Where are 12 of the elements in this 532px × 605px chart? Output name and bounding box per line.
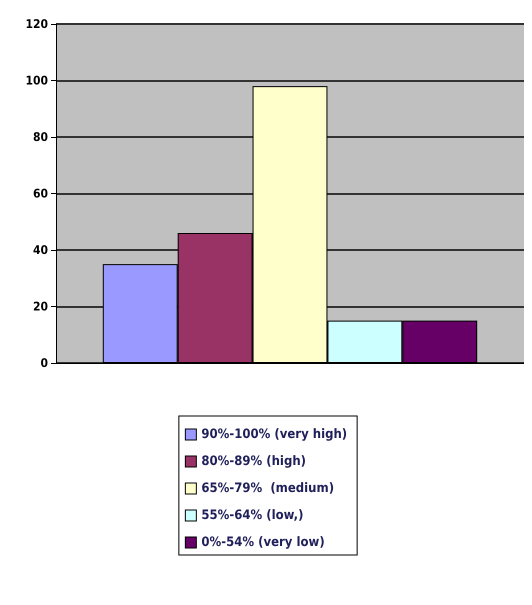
y-tick-label: 0 (40, 356, 48, 370)
legend-label: 80%-89% (high) (201, 454, 306, 469)
legend-label: 65%-79% (medium) (201, 481, 334, 496)
y-tick-label: 20 (32, 300, 48, 314)
legend-label: 0%-54% (very low) (201, 535, 325, 550)
legend-label: 90%-100% (very high) (201, 427, 348, 442)
y-tick-label: 120 (25, 17, 48, 31)
y-tick-label: 80 (32, 130, 48, 144)
legend-label: 55%-64% (low,) (201, 508, 304, 523)
y-tick-label: 60 (32, 186, 48, 200)
y-tick-label: 100 (25, 74, 48, 88)
y-tick-label: 40 (32, 243, 48, 257)
